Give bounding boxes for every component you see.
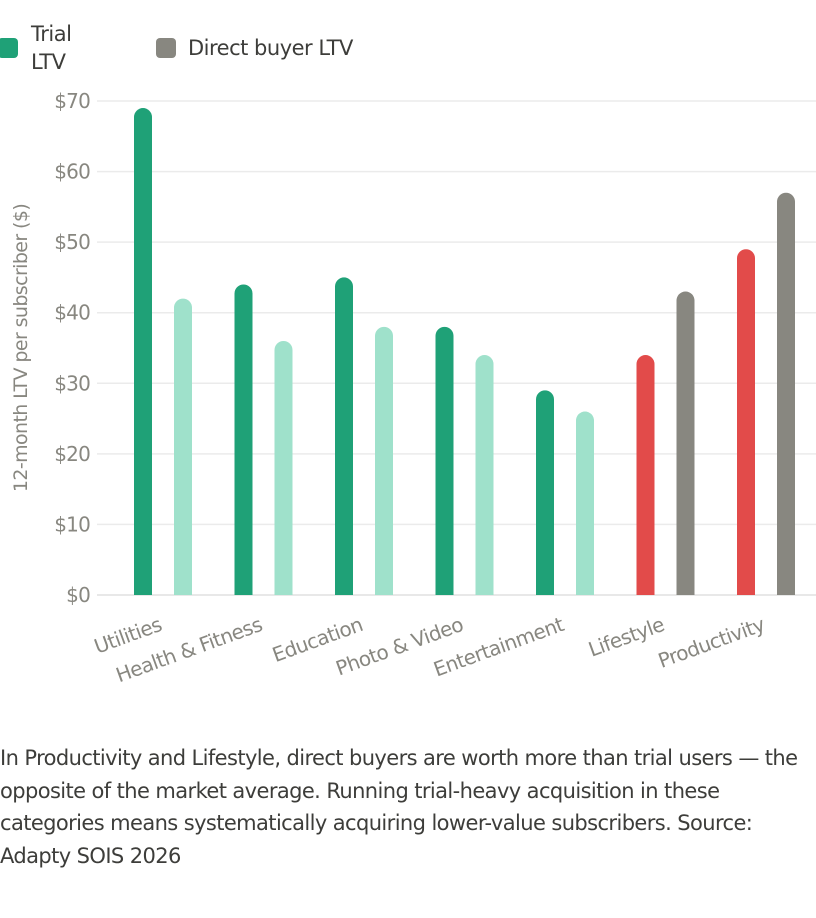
y-tick-label: $40 xyxy=(54,301,90,325)
y-axis-label: 12-month LTV per subscriber ($) xyxy=(10,204,32,492)
legend-label-trial: Trial xyxy=(30,22,71,46)
legend-label-trial: LTV xyxy=(31,50,67,74)
y-tick-label: $30 xyxy=(54,371,90,395)
bar-trial-ltv xyxy=(435,326,454,595)
legend-label-direct: Direct buyer LTV xyxy=(188,36,354,60)
y-tick-label: $60 xyxy=(54,160,90,184)
y-tick-label: $0 xyxy=(66,583,90,607)
legend-swatch-direct xyxy=(156,38,176,58)
bar-direct-ltv xyxy=(475,355,494,595)
bar-direct-ltv xyxy=(375,326,393,595)
bar-direct-ltv xyxy=(777,192,795,595)
bar-trial-ltv xyxy=(536,390,554,595)
y-tick-label: $50 xyxy=(54,230,90,254)
y-tick-label: $10 xyxy=(54,512,90,536)
ltv-bar-chart: $0 $10 $20 $30 $40 $50 $60 $70 12-month LTV per … xyxy=(0,22,816,687)
legend-swatch-trial xyxy=(0,38,18,58)
bar-trial-ltv xyxy=(636,355,655,595)
bar-trial-ltv xyxy=(134,108,152,596)
bar-trial-ltv xyxy=(234,284,253,595)
chart-caption: In Productivity and Lifestyle, direct bu… xyxy=(0,746,798,868)
bar-direct-ltv xyxy=(576,411,594,595)
bar-direct-ltv xyxy=(274,340,293,595)
x-tick-label: Productivity xyxy=(655,612,769,673)
y-tick-label: $70 xyxy=(54,89,90,113)
bar-trial-ltv xyxy=(335,277,353,595)
bar-trial-ltv xyxy=(737,249,755,595)
y-tick-label: $20 xyxy=(54,442,90,466)
x-tick-label: Lifestyle xyxy=(585,612,667,662)
bar-direct-ltv xyxy=(676,291,695,595)
bar-direct-ltv xyxy=(174,298,192,595)
